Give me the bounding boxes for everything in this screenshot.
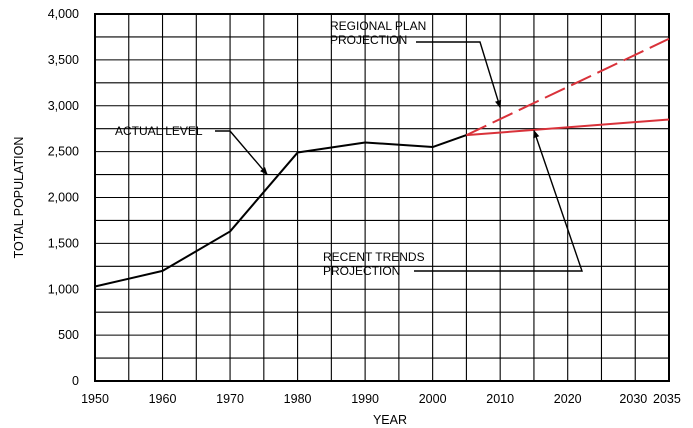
x-tick-label: 1970 bbox=[216, 392, 244, 406]
x-tick-label: 2030 bbox=[619, 392, 647, 406]
y-axis-title: TOTAL POPULATION bbox=[12, 137, 26, 259]
annotation-actual-level-arrow bbox=[215, 130, 268, 176]
y-tick-label: 500 bbox=[58, 328, 79, 342]
x-tick-label: 1980 bbox=[284, 392, 312, 406]
x-tick-label: 1950 bbox=[81, 392, 109, 406]
tick-labels: 1950 1960 1970 1980 1990 2000 2010 2020 2030 2035… bbox=[48, 7, 681, 406]
grid-lines bbox=[94, 13, 670, 382]
series-actual-level bbox=[94, 134, 467, 288]
x-tick-label: 2020 bbox=[554, 392, 582, 406]
annotation-regional-plan-text: REGIONAL PLAN bbox=[330, 19, 426, 33]
y-tick-label: 1,000 bbox=[48, 282, 79, 296]
x-tick-label: 2035 bbox=[653, 392, 681, 406]
series-regional-plan-projection bbox=[465, 37, 670, 137]
plot-frame bbox=[94, 13, 670, 382]
annotation-recent-trends-text: PROJECTION bbox=[323, 264, 400, 278]
y-tick-label: 3,500 bbox=[48, 53, 79, 67]
y-tick-label: 1,500 bbox=[48, 236, 79, 250]
annotation-recent-trends-text: RECENT TRENDS bbox=[323, 250, 425, 264]
annotation-regional-plan-arrow bbox=[416, 41, 502, 109]
y-tick-label: 2,500 bbox=[48, 145, 79, 159]
annotation-recent-trends-arrow bbox=[414, 129, 583, 272]
y-tick-label: 4,000 bbox=[48, 7, 79, 21]
y-tick-label: 0 bbox=[72, 374, 79, 388]
series-recent-trends-projection bbox=[466, 118, 670, 137]
x-tick-label: 2010 bbox=[486, 392, 514, 406]
annotation-regional-plan-text: PROJECTION bbox=[330, 33, 407, 47]
x-axis-title: YEAR bbox=[373, 413, 407, 427]
x-tick-label: 2000 bbox=[419, 392, 447, 406]
x-tick-label: 1960 bbox=[149, 392, 177, 406]
y-tick-label: 3,000 bbox=[48, 99, 79, 113]
axes bbox=[94, 13, 670, 382]
series-lines bbox=[94, 37, 670, 288]
y-tick-label: 2,000 bbox=[48, 191, 79, 205]
x-tick-label: 1990 bbox=[351, 392, 379, 406]
annotation-actual-level-text: ACTUAL LEVEL bbox=[115, 124, 203, 138]
